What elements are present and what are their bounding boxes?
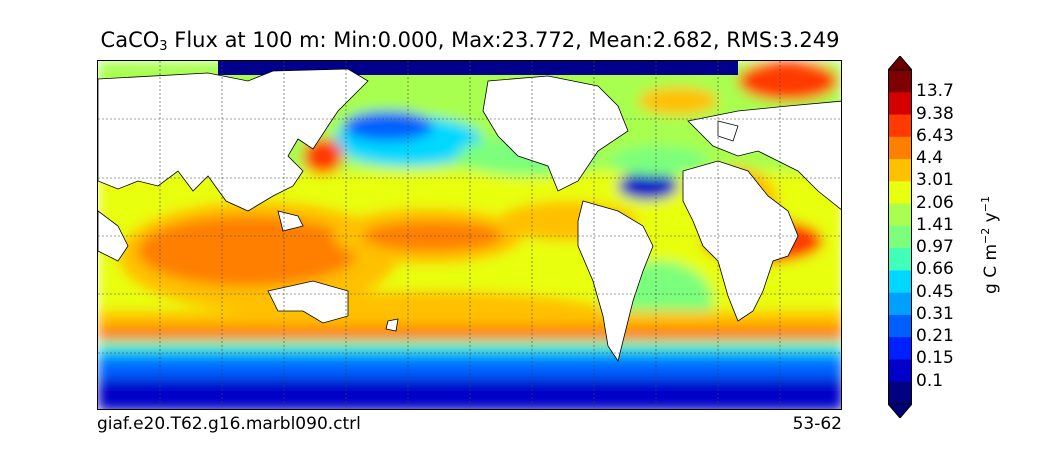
colorbar-bin — [888, 314, 912, 338]
colorbar-units-label: g C m−2 y−1 — [979, 196, 1001, 294]
graticule — [98, 61, 841, 409]
colorbar-bin — [888, 181, 912, 205]
colorbar-bin — [888, 203, 912, 227]
colorbar-tick-label: 4.4 — [916, 148, 944, 169]
colorbar-tick-label: 1.41 — [916, 214, 954, 235]
colorbar-tick-label: 9.38 — [916, 103, 954, 124]
colorbar-bin — [888, 70, 912, 93]
colorbar-tick-label: 6.43 — [916, 125, 954, 146]
colorbar-tick-label: 2.06 — [916, 192, 954, 213]
colorbar-bin — [888, 159, 912, 182]
colorbar-tick-label: 0.1 — [916, 370, 944, 391]
colorbar-tick-label: 0.66 — [916, 259, 954, 280]
landmasses — [98, 68, 841, 362]
colorbar-bin — [888, 270, 912, 294]
colorbar-max-extension — [888, 56, 912, 71]
year-range: 53-62 — [792, 414, 842, 434]
colorbar-tick-label: 0.21 — [916, 326, 954, 347]
colorbar-tick-label: 0.15 — [916, 348, 954, 369]
case-name: giaf.e20.T62.g16.marbl090.ctrl — [97, 414, 361, 434]
colorbar-bin — [888, 292, 912, 316]
colorbar-tick-label: 0.97 — [916, 237, 954, 258]
colorbar-tick-label: 13.7 — [916, 81, 954, 102]
colorbar-bin — [888, 114, 912, 138]
colorbar-tick-label: 0.45 — [916, 281, 954, 302]
colorbar-bin — [888, 248, 912, 271]
global-map — [97, 60, 842, 410]
figure-title: CaCO3 Flux at 100 m: Min:0.000, Max:23.7… — [100, 28, 840, 54]
colorbar-bin — [888, 337, 912, 360]
colorbar-bin — [888, 225, 912, 249]
colorbar-bin — [888, 359, 912, 383]
colorbar-min-extension — [888, 403, 912, 418]
colorbar — [888, 56, 912, 418]
colorbar-bin — [888, 381, 912, 405]
colorbar-tick-label: 3.01 — [916, 170, 954, 191]
colorbar-bin — [888, 92, 912, 116]
colorbar-tick-label: 0.31 — [916, 303, 954, 324]
colorbar-bin — [888, 136, 912, 160]
